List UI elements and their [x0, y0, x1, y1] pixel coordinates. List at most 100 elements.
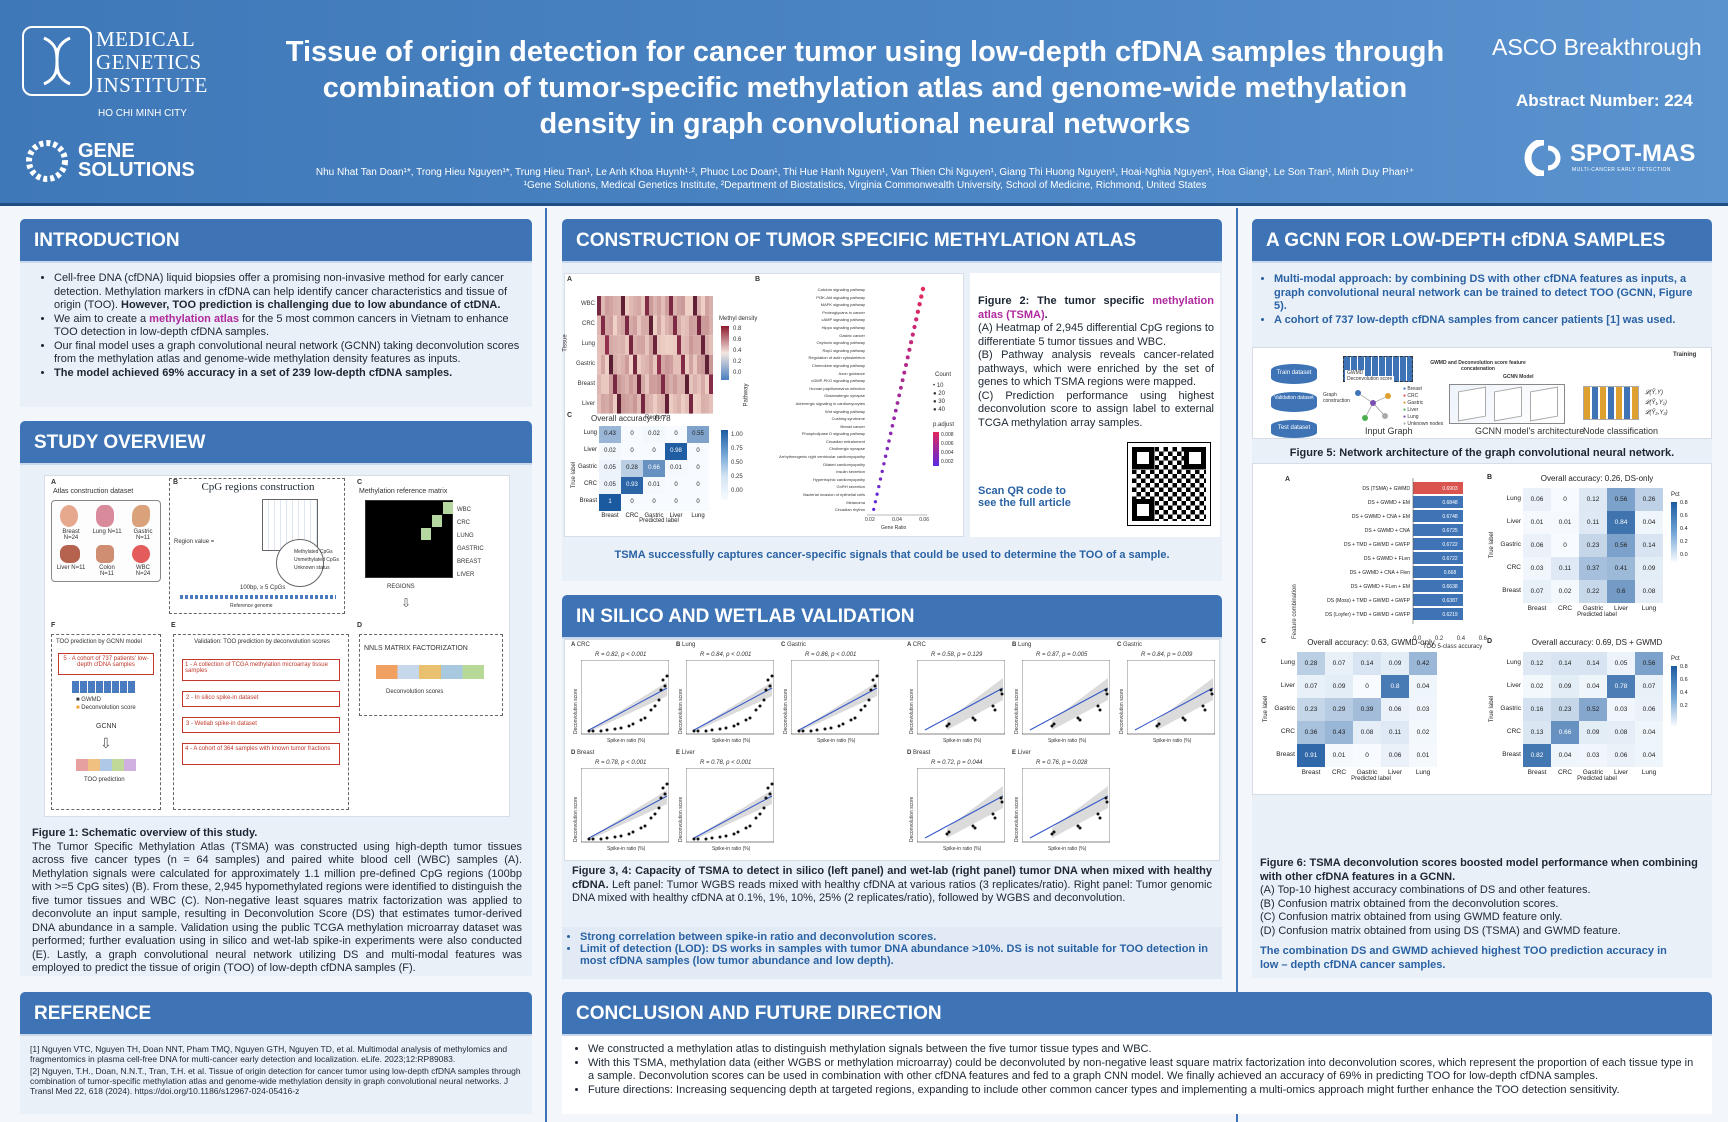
figure-2-caption: Figure 2: The tumor specific methylation… — [978, 295, 1214, 429]
spike-point — [1076, 824, 1080, 828]
asco-logo: ASCO Breakthrough — [1492, 34, 1702, 60]
spike-point — [653, 704, 657, 708]
validation-dataset: Validation dataset — [1271, 392, 1317, 412]
spike-scatter — [1022, 768, 1110, 843]
conclusion-heading: CONCLUSION AND FUTURE DIRECTION — [562, 992, 1712, 1034]
spike-point — [797, 729, 801, 733]
spike-panel-title: A CRC — [571, 642, 590, 648]
accuracy-bar — [1413, 538, 1463, 550]
cm-cell: 0.05 — [599, 460, 621, 477]
cm-cell: 0.09 — [1551, 675, 1579, 698]
pathway-label: cAMP signaling pathway — [821, 317, 865, 323]
heatmap-cell — [629, 315, 633, 336]
heatmap-cell — [669, 335, 673, 355]
spike-point — [1105, 692, 1109, 696]
figure-2-plots: A WBC CRC Lung Gastric Breast Liver Tissue Re… — [563, 273, 964, 537]
heatmap-cell — [689, 315, 693, 336]
spike-point — [993, 708, 997, 712]
pathway-dot — [897, 393, 902, 398]
cm-cell: 0.55 — [687, 426, 709, 443]
pathway-dot — [893, 408, 898, 413]
bar-label: DS + GWMD + CNA — [1365, 528, 1411, 534]
heatmap-cell — [685, 335, 689, 355]
cm-cell: 0.07 — [1523, 580, 1551, 603]
pct-legend-title: Pct — [1671, 656, 1680, 662]
qr-code[interactable] — [1127, 442, 1211, 526]
heatmap-cell — [693, 394, 697, 414]
introduction-section: Cell-free DNA (cfDNA) liquid biopsies of… — [20, 263, 532, 407]
spike-point — [1201, 704, 1205, 708]
spike-xlabel: Spike-in ratio (%) — [943, 846, 982, 852]
cm-title: Overall accuracy: 0.26, DS-only — [1540, 474, 1654, 483]
cm-title: Overall accuracy: 0.69, DS + GWMD — [1531, 638, 1663, 647]
heatmap-cell — [649, 335, 653, 355]
heatmap-cell — [697, 354, 701, 375]
qr-text: Scan QR code to see the full article — [978, 485, 1071, 509]
heatmap-cell — [621, 315, 625, 336]
spike-point — [993, 816, 997, 820]
cm-cell: 0 — [665, 477, 687, 494]
spike-point — [1078, 718, 1082, 722]
spike-panel-title: C Gastric — [781, 642, 807, 648]
mgi-city: HO CHI MINH CITY — [98, 108, 187, 119]
study-overview-heading: STUDY OVERVIEW — [20, 421, 532, 463]
bar-value: 0.6638 — [1442, 584, 1458, 590]
column-divider — [545, 208, 547, 1122]
pathway-dot — [880, 469, 884, 474]
cm-row-label: CRC — [584, 480, 597, 487]
heatmap-cell — [625, 394, 629, 414]
cm-col-label: Liver — [1387, 769, 1403, 776]
cm-cell: 0.36 — [1297, 721, 1325, 744]
heatmap-cell — [673, 296, 677, 316]
heatmap-cell — [709, 354, 713, 375]
heatmap-cell — [689, 296, 693, 316]
heatmap-cell — [673, 315, 677, 336]
figure-2-caption-box: Figure 2: The tumor specific methylation… — [970, 273, 1220, 537]
bar-ticks: 0.0 0.2 0.4 0.6 — [1413, 636, 1487, 642]
cm-cell: 0.04 — [1579, 675, 1607, 698]
bar-value: 0.6748 — [1442, 514, 1458, 520]
gene-solutions-icon — [26, 140, 68, 182]
spike-point — [875, 674, 879, 678]
spike-ylabel: Deconvolution score — [678, 796, 684, 842]
heatmap-cell — [613, 394, 617, 414]
spike-point — [692, 729, 696, 733]
heatmap-cell — [601, 394, 605, 414]
pathway-label: Oxytocin signaling pathway — [816, 340, 865, 346]
heatmap-cell — [597, 296, 601, 316]
spike-point — [841, 722, 845, 726]
heatmap-cell — [641, 296, 645, 316]
heatmap-cell — [621, 335, 625, 355]
heatmap-cell — [633, 315, 637, 336]
cm-col-label: Lung — [1641, 769, 1657, 776]
heatmap-cell — [613, 354, 617, 375]
pathway-dot — [914, 317, 919, 322]
spike-scatter — [1022, 660, 1110, 735]
cm-cell: 0 — [687, 494, 709, 511]
pathway-label: Cushing syndrome — [831, 416, 865, 422]
heatmap-cell — [701, 354, 705, 375]
heatmap-cell — [609, 335, 613, 355]
spike-point — [627, 724, 631, 728]
heatmap-cell — [621, 354, 625, 375]
pathway-label: Melanoma — [846, 499, 865, 505]
heatmap-cell — [609, 374, 613, 394]
spike-point — [724, 834, 728, 838]
spike-point — [732, 724, 736, 728]
spike-point — [1050, 832, 1054, 836]
pathway-dot — [887, 439, 891, 443]
spike-point — [945, 724, 949, 728]
spike-point — [599, 837, 603, 841]
spike-point — [1157, 722, 1161, 726]
accuracy-bar — [1413, 496, 1463, 508]
cm-cell: 0.11 — [1579, 511, 1607, 534]
cm-cell: 0.04 — [1635, 721, 1663, 744]
pathway-dot — [878, 477, 883, 481]
heatmap-cell — [653, 394, 657, 414]
cm-cell: 0 — [621, 494, 643, 511]
spike-point — [1050, 724, 1054, 728]
heatmap-cell — [681, 315, 685, 336]
cm-cell: 0.52 — [1579, 698, 1607, 721]
cm-row-label: CRC — [1506, 727, 1521, 735]
heatmap-cell — [645, 374, 649, 394]
